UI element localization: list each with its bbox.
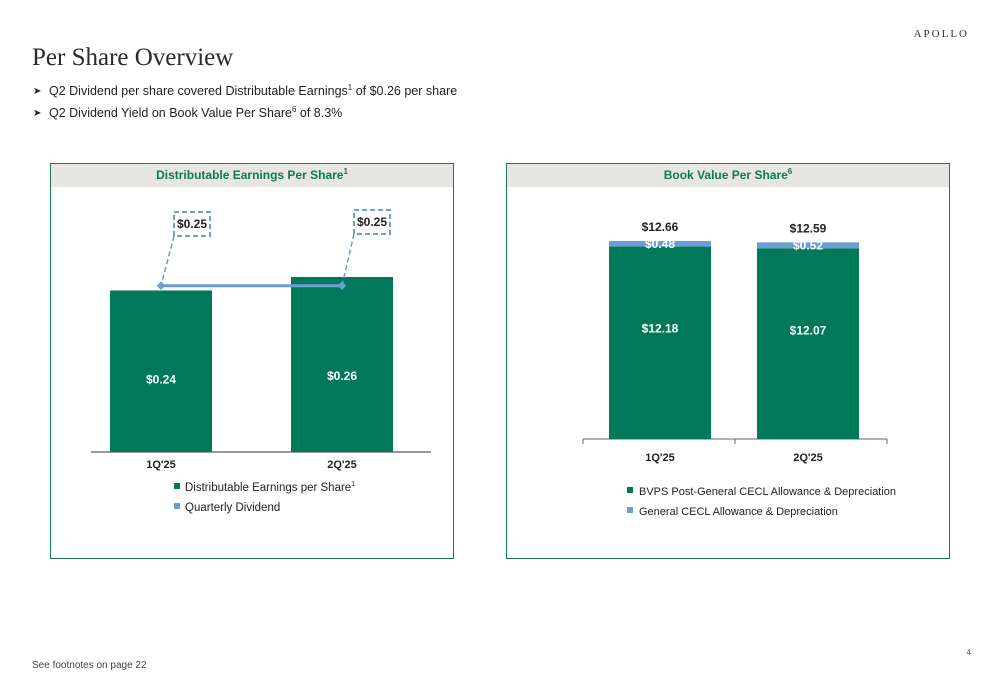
de-bar-2 — [291, 277, 393, 452]
legend-label: Distributable Earnings per Share1 — [185, 481, 355, 494]
x-tick-label: 2Q'25 — [793, 452, 823, 464]
bullet-list: ➤ Q2 Dividend per share covered Distribu… — [33, 80, 457, 124]
dividend-callout-box-2 — [353, 209, 391, 235]
footnote-reference: See footnotes on page 22 — [32, 660, 147, 671]
legend-item-cecl: General CECL Allowance & Depreciation — [627, 506, 838, 518]
bvps-total-label-2: $12.59 — [790, 221, 827, 235]
dividend-callout-label-1: $0.25 — [177, 217, 207, 231]
bvps-bar-1 — [609, 246, 711, 439]
de-chart-title: Distributable Earnings Per Share1 — [51, 164, 453, 187]
dividend-point-1 — [156, 281, 166, 290]
bvps-chart-title: Book Value Per Share6 — [507, 164, 949, 187]
bvps-total-label-1: $12.66 — [642, 220, 679, 234]
x-tick-label: 1Q'25 — [146, 459, 176, 471]
bullet-text: Q2 Dividend per share covered Distributa… — [49, 82, 458, 98]
cecl-bar-label-2: $0.52 — [793, 238, 823, 252]
dividend-callout-leader-1 — [160, 235, 175, 286]
de-bar-1 — [110, 290, 212, 452]
arrow-bullet-icon: ➤ — [33, 107, 42, 119]
legend-item-de: Distributable Earnings per Share1 — [174, 481, 355, 494]
bvps-bar-2 — [757, 248, 859, 439]
legend-swatch-green — [627, 487, 633, 493]
cecl-bar-1 — [609, 241, 711, 247]
legend-swatch-green — [174, 483, 180, 489]
bullet-item: ➤ Q2 Dividend Yield on Book Value Per Sh… — [33, 102, 457, 124]
x-tick-label: 1Q'25 — [645, 452, 675, 464]
dividend-callout-leader-2 — [341, 233, 355, 286]
apollo-logo: APOLLO — [913, 28, 969, 40]
de-per-share-chart: $0.24 1Q'25 $0.26 2Q'25 $0.25 $0.25 Distributa… — [91, 209, 431, 514]
bvps-chart: $12.18 $0.48 $12.66 1Q'25 $12.07 $0.52 $12.59 2… — [582, 220, 896, 518]
dividend-callout-label-2: $0.25 — [357, 215, 387, 229]
cecl-bar-2 — [757, 242, 859, 249]
de-bar-label-1: $0.24 — [146, 372, 176, 386]
de-per-share-panel: $0.24 1Q'25 $0.26 2Q'25 $0.25 $0.25 Distributa… — [50, 163, 454, 559]
legend-swatch-blue — [627, 507, 633, 513]
dividend-callout-box-1 — [173, 211, 211, 237]
arrow-bullet-icon: ➤ — [33, 85, 42, 97]
x-tick-label: 2Q'25 — [327, 459, 357, 471]
de-bar-label-2: $0.26 — [327, 369, 357, 383]
legend-item-dividend: Quarterly Dividend — [174, 502, 280, 514]
dividend-point-2 — [337, 281, 347, 290]
legend-label: BVPS Post-General CECL Allowance & Depre… — [639, 486, 896, 498]
bvps-panel: $12.18 $0.48 $12.66 1Q'25 $12.07 $0.52 $12.59 2… — [506, 163, 950, 559]
legend-swatch-blue — [174, 503, 180, 509]
legend-label: General CECL Allowance & Depreciation — [639, 506, 838, 518]
bullet-text: Q2 Dividend Yield on Book Value Per Shar… — [49, 104, 343, 120]
cecl-bar-label-1: $0.48 — [645, 237, 675, 251]
page-title: Per Share Overview — [32, 44, 234, 71]
legend-label: Quarterly Dividend — [185, 502, 280, 514]
legend-item-bvps: BVPS Post-General CECL Allowance & Depre… — [627, 486, 896, 498]
bvps-bar-label-1: $12.18 — [642, 322, 679, 336]
bullet-item: ➤ Q2 Dividend per share covered Distribu… — [33, 80, 457, 102]
page-number: 4 — [966, 648, 971, 657]
bvps-bar-label-2: $12.07 — [790, 323, 827, 337]
